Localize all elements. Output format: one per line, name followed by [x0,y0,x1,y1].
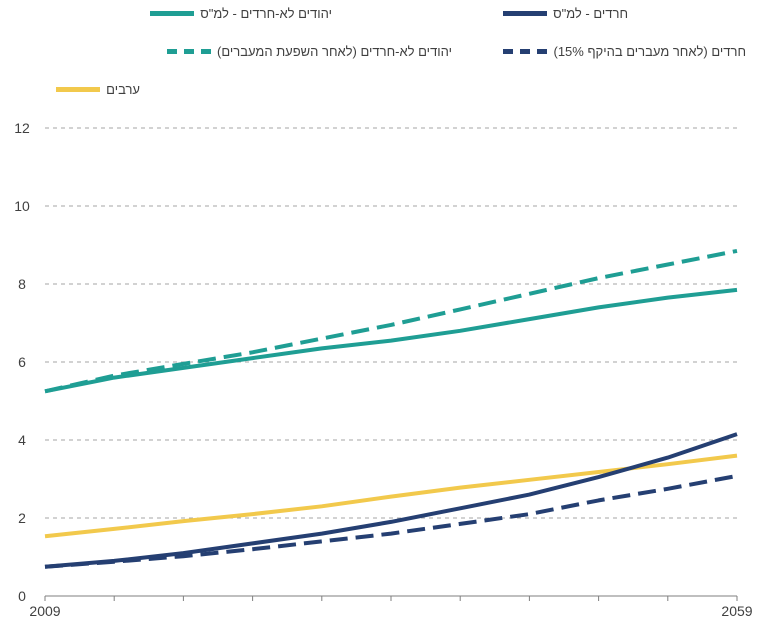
legend-item-haredi-cbs: חרדים - למ"ס [503,6,628,21]
series-line-3 [44,473,738,569]
legend-swatch [503,11,548,16]
series-line-1 [44,248,738,394]
legend-label: ערבים [106,82,140,97]
y-tick-label: 12 [14,120,30,136]
legend-swatch [503,49,548,54]
legend-label: חרדים (לאחר מעברים בהיקף 15%) [553,44,746,59]
y-tick-label: 4 [18,432,26,448]
y-tick-label: 10 [14,198,30,214]
legend-item-nonharedi-transitions: יהודים לא-חרדים (לאחר השפעת המעברים) [166,44,452,59]
y-tick-label: 0 [18,588,26,604]
legend-label: חרדים - למ"ס [553,6,628,21]
x-tick-label: 2059 [721,603,752,619]
legend-label: יהודים לא-חרדים - למ"ס [200,6,332,21]
legend-swatch [56,87,101,92]
legend-swatch [150,11,195,16]
series-line-0 [44,287,738,394]
legend-swatch [166,49,211,54]
legend-item-arabs: ערבים [56,82,140,97]
legend-label: יהודים לא-חרדים (לאחר השפעת המעברים) [216,44,452,59]
y-tick-label: 6 [18,354,26,370]
y-tick-label: 8 [18,276,26,292]
legend-item-nonharedi-cbs: יהודים לא-חרדים - למ"ס [150,6,332,21]
x-tick-label: 2009 [29,603,60,619]
y-tick-label: 2 [18,510,26,526]
series-line-2 [44,432,738,569]
legend-item-haredi-transitions: חרדים (לאחר מעברים בהיקף 15%) [503,44,746,59]
